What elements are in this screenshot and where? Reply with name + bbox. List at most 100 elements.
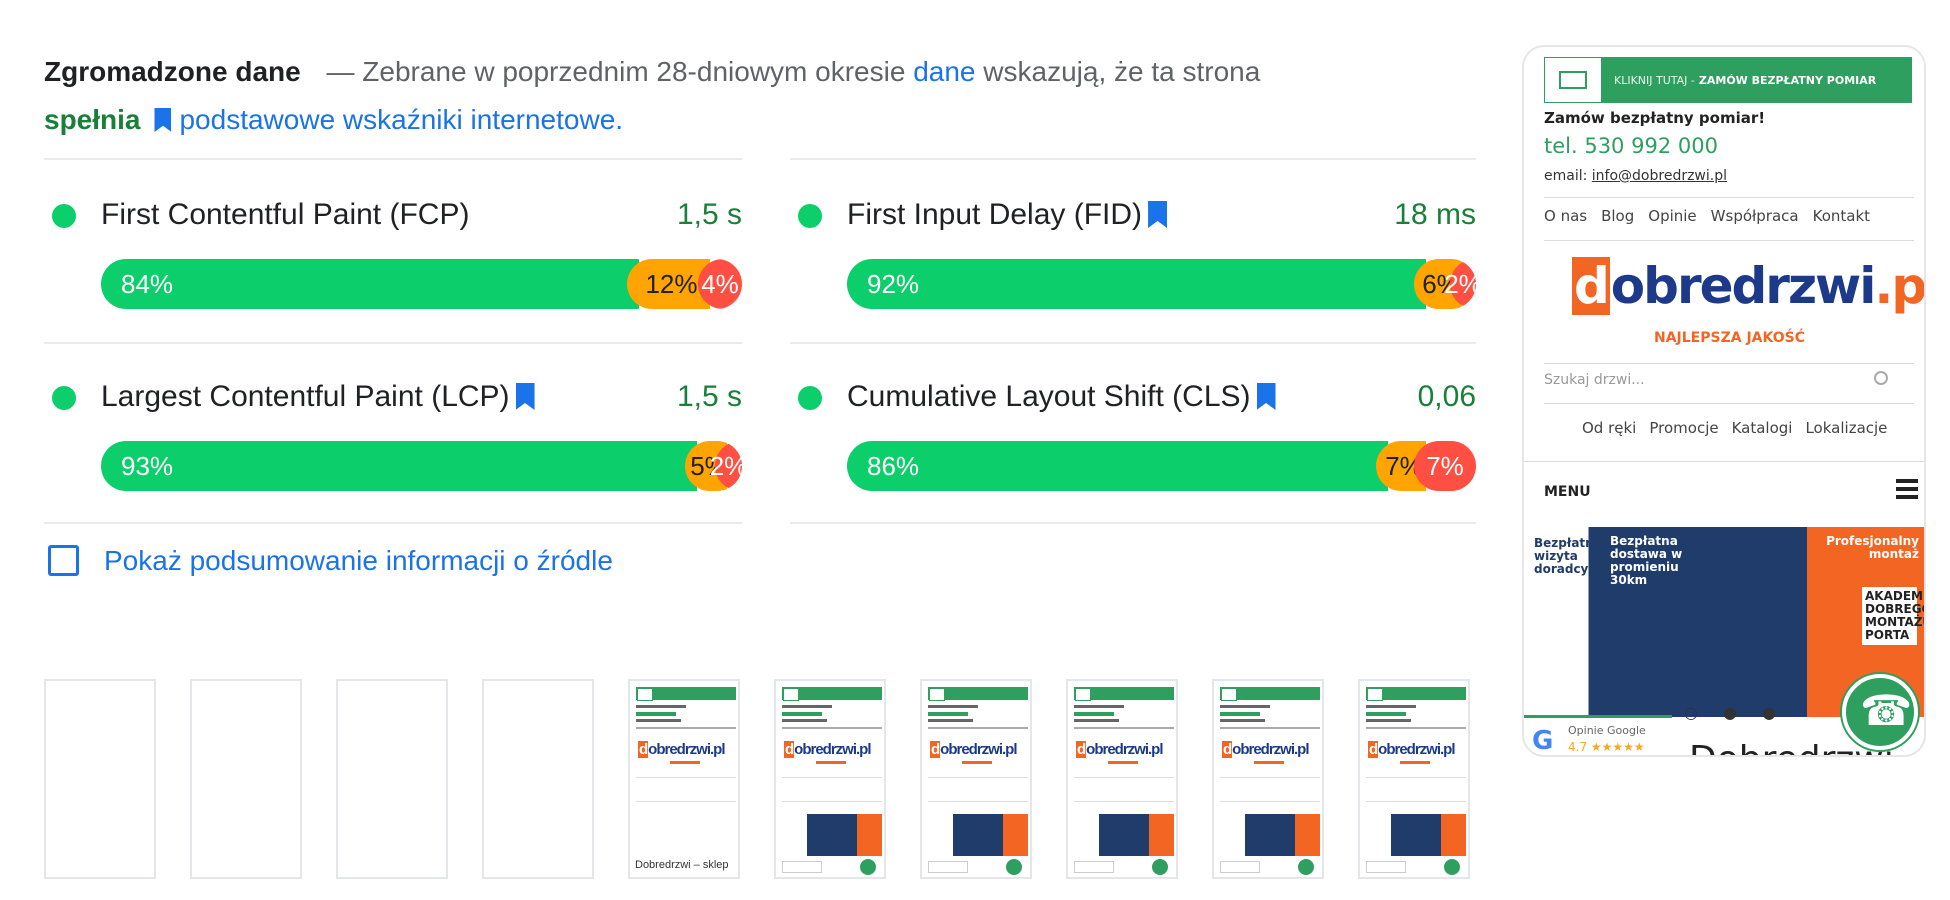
frame-thumbnail: dobredrzwi.pl [1214,681,1322,877]
logo-tagline: NAJLEPSZA JAKOŚĆ [1654,330,1805,346]
mini-line [636,777,736,778]
mini-tagline [1254,761,1284,764]
mini-logo: dobredrzwi.pl [638,741,726,758]
promo-banner: Bezpłatna wizyta doradcy Bezpłatna dosta… [1524,527,1924,717]
mini-phone-icon [1152,859,1168,875]
nav-item: Katalogi [1731,419,1793,437]
status-dot-icon [798,204,822,228]
mini-line [1220,712,1260,716]
divider [44,158,742,160]
mini-tagline [962,761,992,764]
google-reviews-badge: G Opinie Google 4.7 ★★★★★ [1524,715,1672,756]
bookmark-icon [154,108,172,132]
mini-banner [1366,687,1466,701]
mini-line [1366,719,1411,722]
mini-badge [1220,861,1260,873]
metric-name[interactable]: First Contentful Paint (FCP) [101,198,470,231]
mini-phone-icon [1298,859,1314,875]
filmstrip-frame: dobredrzwi.pl [920,679,1032,879]
mini-phone-icon [1006,859,1022,875]
mini-phone-icon [1444,859,1460,875]
mini-logo: dobredrzwi.pl [1076,741,1164,758]
mini-logo: dobredrzwi.pl [784,741,872,758]
metric-name[interactable]: Cumulative Layout Shift (CLS) [847,372,1276,422]
banner-right: Profesjonalny montaż [1826,534,1919,561]
frame-thumbnail: dobredrzwi.pl [1360,681,1468,877]
divider [790,158,1476,160]
nav-item: Lokalizacje [1805,419,1888,437]
google-icon: G [1532,726,1554,756]
mini-line [636,719,681,722]
poor-segment: 4% [698,259,742,309]
banner-badge: AKADEMIA DOBREGO MONTAŻU PORTA [1862,587,1924,645]
mini-logo: dobredrzwi.pl [1368,741,1456,758]
origin-summary-label[interactable]: Pokaż podsumowanie informacji o źródle [104,545,613,576]
mini-line [1366,777,1466,778]
mini-badge [1074,861,1114,873]
status-dot-icon [52,204,76,228]
mini-line [782,705,832,708]
origin-summary-checkbox[interactable] [48,545,79,576]
mini-banner [1220,687,1320,701]
mini-line [928,705,978,708]
banner-mid: Bezpłatna dostawa w promieniu 30km [1610,534,1683,587]
mini-line [1074,712,1114,716]
filmstrip-frame [482,679,594,879]
mini-line [1366,801,1466,802]
search-icon [1874,371,1888,385]
email-line: email: info@dobredrzwi.pl [1544,168,1727,184]
divider [44,342,742,344]
header-text-1: Zebrane w poprzednim 28-dniowym okresie [362,56,906,87]
frame-caption: Dobredrzwi – sklep [635,859,729,871]
average-segment: 12% [627,259,710,309]
google-rating: 4.7 ★★★★★ [1568,740,1645,754]
mini-line [782,777,882,778]
mini-line [1220,727,1320,729]
header-period: . [615,104,624,135]
distribution-bar: 84% 12% 4% [101,259,742,309]
mini-line [928,727,1028,729]
frame-thumbnail: dobredrzwi.pl [1068,681,1176,877]
mini-tagline [1400,761,1430,764]
filmstrip-frame: dobredrzwi.pl [1212,679,1324,879]
secondary-nav: Od ręki Promocje Katalogi Lokalizacje [1582,419,1887,437]
metric-name[interactable]: Largest Contentful Paint (LCP) [101,372,535,422]
mini-line [1074,705,1124,708]
mini-banner [1074,687,1174,701]
distribution-bar: 92%6%2% [847,259,1476,309]
mini-banner-image [928,814,1028,856]
header-text-2: wskazują, że ta strona [983,56,1261,87]
mini-line [928,719,973,722]
mini-tagline [670,761,700,764]
distribution-bar: 86% 7% 7% [847,441,1476,491]
mini-badge [928,861,968,873]
filmstrip-frame [336,679,448,879]
nav-item: Kontakt [1812,207,1871,225]
mini-logo: dobredrzwi.pl [930,741,1018,758]
section-title: Zgromadzone dane [44,56,301,87]
nav-item: O nas [1544,207,1588,225]
divider [1524,461,1924,462]
mini-line [636,727,736,729]
mini-phone-icon [860,859,876,875]
search-placeholder: Szukaj drzwi... [1544,372,1645,388]
data-link[interactable]: dane [913,56,976,87]
banner-left: Bezpłatna wizyta doradcy [1534,536,1602,576]
filmstrip-frame: dobredrzwi.pl [1358,679,1470,879]
metric-name[interactable]: First Input Delay (FID) [847,190,1168,240]
mini-line [928,801,1028,802]
mini-banner [928,687,1028,701]
phone-number: tel. 530 992 000 [1544,134,1718,158]
good-segment: 93% [101,441,697,491]
mini-line [1074,777,1174,778]
mini-line [928,777,1028,778]
frame-thumbnail: dobredrzwi.pl [776,681,884,877]
mini-line [1074,801,1174,802]
mini-banner-image [1220,814,1320,856]
mini-line [1220,777,1320,778]
google-label: Opinie Google [1568,724,1646,737]
carousel-dots: ○ ● ● [1684,703,1787,722]
core-web-vitals-link[interactable]: podstawowe wskaźniki internetowe [179,104,616,135]
mini-banner-image [1366,814,1466,856]
field-data-header: Zgromadzone dane — Zebrane w poprzednim … [44,48,1304,144]
